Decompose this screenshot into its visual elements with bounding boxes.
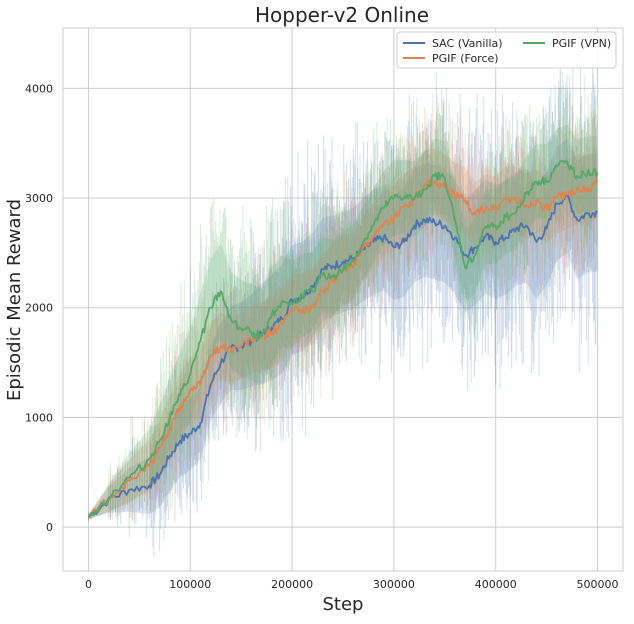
y-tick-label: 2000: [25, 302, 53, 315]
line-pgif-vpn: [87, 159, 599, 518]
x-axis-title: Step: [323, 594, 364, 615]
legend-label: PGIF (Force): [432, 52, 499, 65]
x-tick-label: 0: [85, 578, 92, 591]
legend: SAC (Vanilla) PGIF (Force) PGIF (VPN): [396, 31, 617, 69]
band-sac-vanilla: [88, 138, 598, 520]
plot-frame: [62, 27, 624, 572]
x-axis-ticks: 0 100000 200000 300000 400000 500000: [85, 578, 619, 591]
band-pgif-vpn: [88, 124, 598, 520]
band-pgif-force: [88, 146, 598, 520]
chart-title: Hopper-v2 Online: [255, 3, 429, 27]
legend-box: [396, 31, 617, 69]
x-tick-label: 300000: [373, 578, 415, 591]
legend-label: PGIF (VPN): [552, 37, 611, 50]
x-tick-label: 400000: [475, 578, 517, 591]
y-axis-title: Episodic Mean Reward: [4, 199, 25, 401]
y-tick-label: 0: [46, 521, 53, 534]
y-axis-ticks: 0 1000 2000 3000 4000: [25, 82, 53, 534]
grid: [63, 28, 623, 571]
x-tick-label: 100000: [169, 578, 211, 591]
x-tick-label: 500000: [577, 578, 619, 591]
legend-label: SAC (Vanilla): [432, 37, 503, 50]
y-tick-label: 1000: [25, 411, 53, 424]
y-tick-label: 4000: [25, 82, 53, 95]
confidence-bands: [88, 51, 598, 558]
y-tick-label: 3000: [25, 192, 53, 205]
series-lines: [87, 159, 599, 518]
x-tick-label: 200000: [271, 578, 313, 591]
